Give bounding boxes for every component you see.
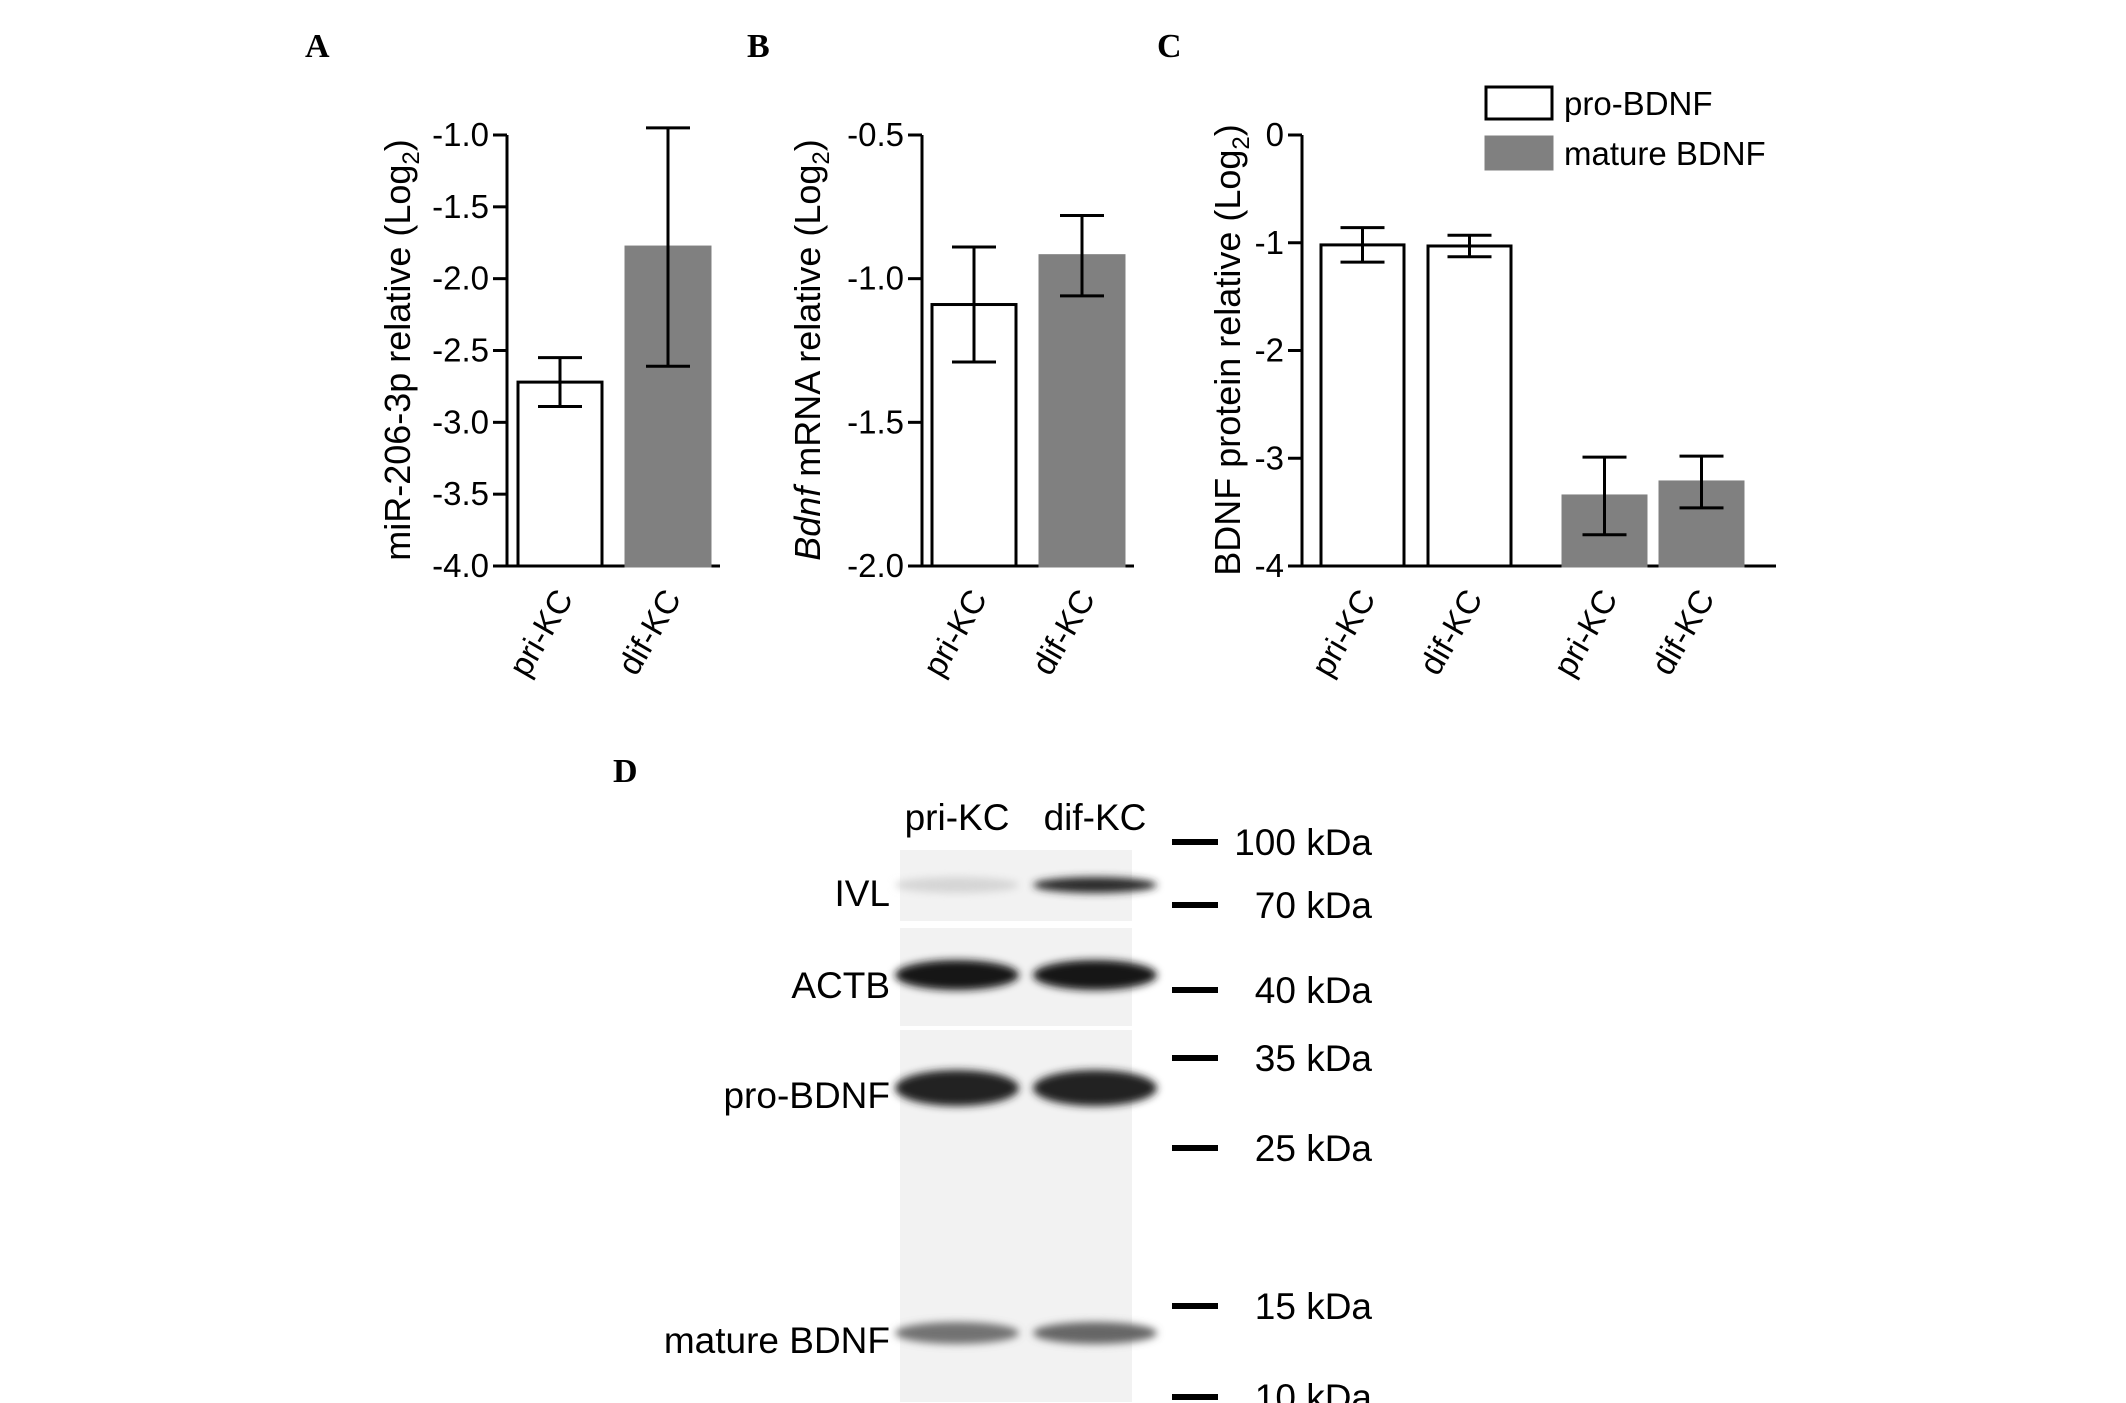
y-tick-label-a: -3.0 bbox=[432, 403, 489, 440]
marker-label: 10 kDa bbox=[1255, 1377, 1373, 1403]
panel-letter-c: C bbox=[1157, 28, 1182, 65]
category-label-a: pri-KC bbox=[501, 583, 580, 682]
y-tick-label-b: -0.5 bbox=[847, 116, 904, 153]
legend-entry: mature BDNF bbox=[1564, 135, 1766, 172]
panel-b-chart: -0.5 -1.0 -1.5 -2.0 pri-KC dif-KC Bdnf mRNA re… bbox=[787, 116, 1134, 682]
y-tick-label-c: -4 bbox=[1255, 547, 1284, 584]
bar-c bbox=[1426, 244, 1513, 568]
category-label-b: dif-KC bbox=[1024, 583, 1102, 681]
blot-band bbox=[1033, 877, 1157, 893]
panel-letter-b: B bbox=[747, 28, 770, 65]
y-label-end: ) bbox=[377, 139, 418, 151]
lane-label: pri-KC bbox=[905, 797, 1010, 838]
y-axis-label-b: Bdnf mRNA relative (Log2) bbox=[787, 139, 835, 561]
blot-band bbox=[1033, 960, 1157, 990]
panel-d-western-blot: pri-KC dif-KC IVL ACTB pro-BDNF mature BDNF 10… bbox=[664, 797, 1373, 1403]
marker-label: 15 kDa bbox=[1255, 1286, 1373, 1327]
y-tick-label-a: -2.5 bbox=[432, 332, 489, 369]
y-label-end: ) bbox=[787, 139, 828, 151]
marker-label: 40 kDa bbox=[1255, 970, 1373, 1011]
category-label-b: pri-KC bbox=[915, 583, 994, 682]
y-tick-label-b: -1.5 bbox=[847, 403, 904, 440]
y-axis-label-c: BDNF protein relative (Log2) bbox=[1207, 124, 1255, 576]
blot-band bbox=[1033, 1322, 1157, 1344]
bar-c bbox=[1319, 243, 1406, 568]
marker-label: 35 kDa bbox=[1255, 1038, 1373, 1079]
y-label-end: ) bbox=[1207, 124, 1248, 136]
band-label: pro-BDNF bbox=[723, 1075, 890, 1116]
y-tick-label-c: 0 bbox=[1266, 116, 1284, 153]
category-label-c: dif-KC bbox=[1644, 583, 1722, 681]
band-label: mature BDNF bbox=[664, 1320, 890, 1361]
marker-label: 100 kDa bbox=[1234, 822, 1372, 863]
blot-band bbox=[895, 1322, 1019, 1344]
y-label-main: miR-206-3p relative (Log bbox=[377, 165, 418, 561]
y-tick-label-c: -1 bbox=[1255, 224, 1284, 261]
y-label-subscript: 2 bbox=[808, 151, 835, 164]
y-label-subscript: 2 bbox=[398, 151, 425, 164]
y-tick-label-c: -2 bbox=[1255, 332, 1284, 369]
category-label-a: dif-KC bbox=[610, 583, 688, 681]
legend-entry: pro-BDNF bbox=[1564, 85, 1713, 122]
blot-band bbox=[1033, 1070, 1157, 1106]
blot-band bbox=[895, 1070, 1019, 1106]
category-label-c: pri-KC bbox=[1304, 583, 1383, 682]
category-label-c: dif-KC bbox=[1412, 583, 1490, 681]
panel-letter-d: D bbox=[613, 753, 638, 790]
category-label-c: pri-KC bbox=[1546, 583, 1625, 682]
legend-swatch bbox=[1484, 135, 1554, 171]
y-tick-label-c: -3 bbox=[1255, 439, 1284, 476]
panel-letter-a: A bbox=[305, 28, 330, 65]
y-label-main: mRNA relative (Log bbox=[787, 165, 828, 487]
lane-label: dif-KC bbox=[1044, 797, 1147, 838]
y-label-italic: Bdnf bbox=[787, 483, 828, 561]
y-label-subscript: 2 bbox=[1228, 136, 1255, 149]
y-label-main: BDNF protein relative (Log bbox=[1207, 150, 1248, 576]
marker-label: 25 kDa bbox=[1255, 1128, 1373, 1169]
band-label: ACTB bbox=[791, 965, 890, 1006]
y-tick-label-b: -2.0 bbox=[847, 547, 904, 584]
y-tick-label-a: -4.0 bbox=[432, 547, 489, 584]
blot-band bbox=[895, 877, 1019, 893]
y-tick-label-a: -1.0 bbox=[432, 116, 489, 153]
band-label: IVL bbox=[834, 873, 890, 914]
y-tick-label-a: -2.0 bbox=[432, 260, 489, 297]
bar-a bbox=[516, 380, 604, 568]
blot-band bbox=[895, 960, 1019, 990]
y-tick-label-b: -1.0 bbox=[847, 260, 904, 297]
panel-a-chart: -1.0 -1.5 -2.0 -2.5 -3.0 -3.5 -4.0 pri-KC dif-KC… bbox=[377, 116, 720, 682]
y-axis-label-a: miR-206-3p relative (Log2) bbox=[377, 139, 425, 561]
y-tick-label-a: -1.5 bbox=[432, 188, 489, 225]
bar-b bbox=[1038, 254, 1126, 568]
marker-label: 70 kDa bbox=[1255, 885, 1373, 926]
legend-swatch bbox=[1484, 85, 1554, 121]
y-tick-label-a: -3.5 bbox=[432, 475, 489, 512]
